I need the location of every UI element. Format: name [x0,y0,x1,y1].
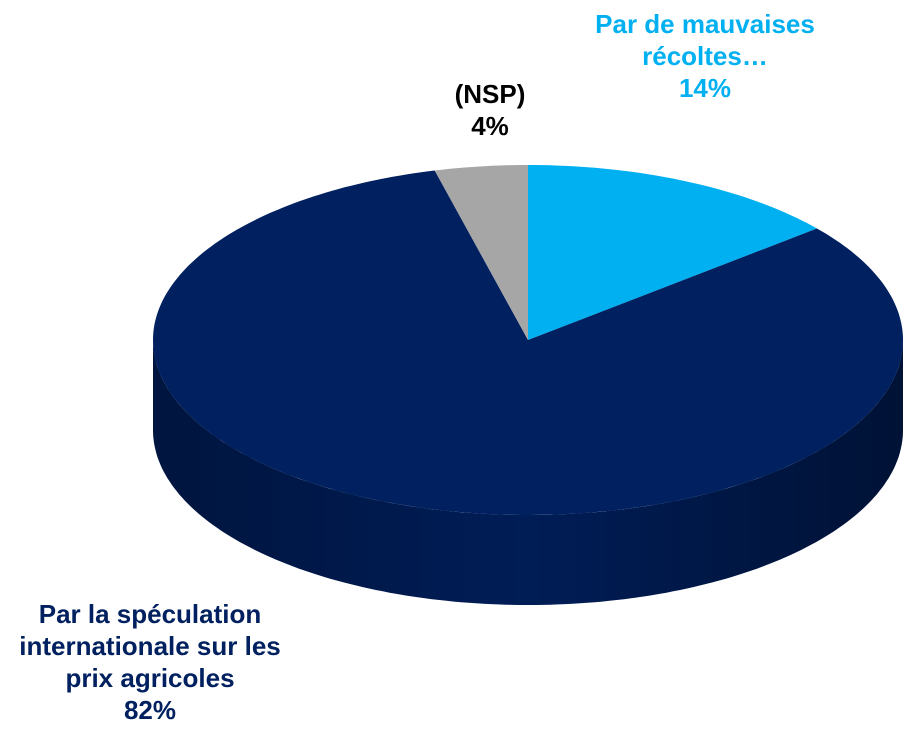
slice-side-shade [153,340,903,605]
value-label: 14% [678,73,732,103]
category-label: Par de mauvaises récoltes… [595,9,815,71]
category-label: Par la spéculation internationale sur le… [19,599,281,693]
category-label: (NSP) [454,79,526,109]
slice-label: Par de mauvaises récoltes… 14% [560,8,850,104]
slice-label: Par la spéculation internationale sur le… [0,598,300,726]
slice [528,165,817,340]
value-label: 4% [471,111,509,141]
slice [153,170,903,515]
slice-label: (NSP) 4% [410,78,570,142]
value-label: 82% [123,695,177,725]
slice [434,165,528,340]
